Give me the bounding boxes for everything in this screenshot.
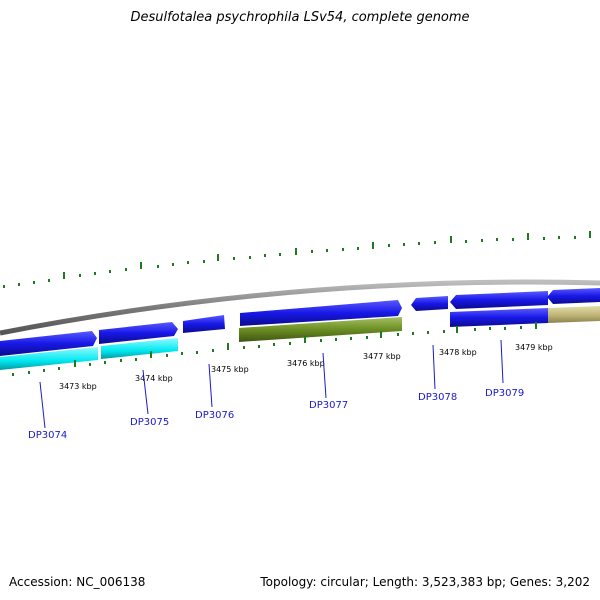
gene-label-dp3078[interactable]: DP3078 (418, 392, 457, 403)
cyan-feature[interactable] (101, 338, 178, 359)
kbp-label: 3473 kbp (59, 382, 97, 391)
kbp-label: 3478 kbp (439, 348, 477, 357)
kbp-label: 3477 kbp (363, 352, 401, 361)
cds-arrow[interactable] (0, 331, 97, 356)
inner-tick-marks (12, 322, 537, 376)
kbp-label: 3476 kbp (287, 359, 325, 368)
tan-feature[interactable] (548, 306, 600, 323)
cyan-feature[interactable] (0, 347, 98, 370)
gene-label-dp3079[interactable]: DP3079 (485, 388, 524, 399)
kbp-label: 3474 kbp (135, 374, 173, 383)
gene-label-dp3076[interactable]: DP3076 (195, 410, 234, 421)
genome-summary-text: Topology: circular; Length: 3,523,383 bp… (260, 575, 590, 589)
cds-arrow[interactable] (547, 288, 600, 304)
cds-arrow[interactable] (240, 300, 402, 326)
cds-arrow[interactable] (99, 322, 178, 344)
map-title: Desulfotalea psychrophila LSv54, complet… (130, 10, 470, 25)
gene-label-dp3074[interactable]: DP3074 (28, 430, 67, 441)
cds-arrow[interactable] (411, 296, 448, 311)
olive-feature[interactable] (239, 317, 402, 342)
annotation-features (0, 306, 600, 370)
forward-strand-features (0, 300, 402, 356)
cds-block[interactable] (450, 308, 548, 327)
accession-text: Accession: NC_006138 (9, 575, 146, 589)
kbp-label: 3475 kbp (211, 365, 249, 374)
kbp-label: 3479 kbp (515, 343, 553, 352)
cds-arrow[interactable] (183, 315, 225, 333)
outer-tick-marks (3, 231, 591, 288)
cds-arrow[interactable] (450, 291, 548, 309)
genome-backbone (0, 279, 600, 336)
gene-label-dp3075[interactable]: DP3075 (130, 417, 169, 428)
gene-label-lines (39, 339, 504, 429)
reverse-strand-features (411, 288, 600, 327)
gene-label-dp3077[interactable]: DP3077 (309, 400, 348, 411)
